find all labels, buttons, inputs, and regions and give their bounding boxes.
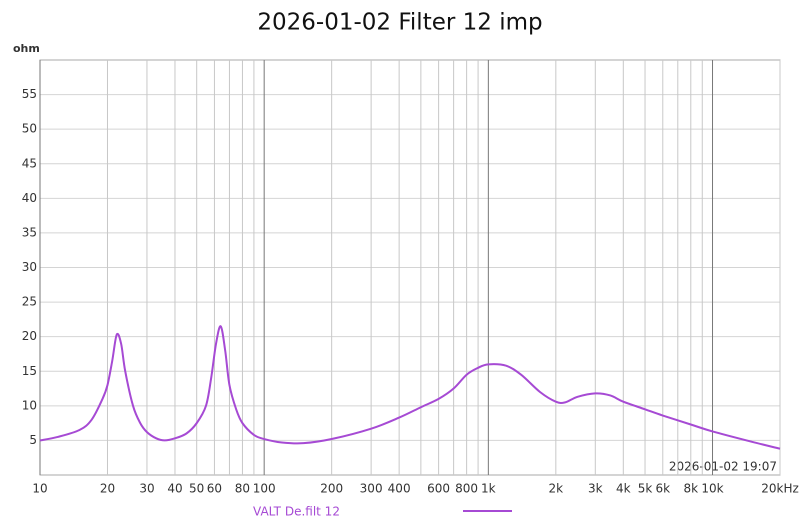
x-tick-label: 40 <box>167 482 182 496</box>
y-tick-label: 10 <box>22 398 37 412</box>
y-tick-label: 50 <box>22 122 37 136</box>
x-tick-label: 100 <box>253 482 276 496</box>
x-tick-label: 80 <box>235 482 250 496</box>
annotation: 2026-01-02 19:07 <box>669 460 777 474</box>
x-tick-label: 10 <box>32 482 47 496</box>
x-tick-label: 6k <box>655 482 670 496</box>
y-tick-label: 25 <box>22 295 37 309</box>
x-tick-label: 5k <box>638 482 653 496</box>
y-tick-label: 15 <box>22 364 37 378</box>
x-tick-label: 200 <box>320 482 343 496</box>
y-tick-label: 35 <box>22 225 37 239</box>
chart-title: 2026-01-02 Filter 12 imp <box>257 10 542 36</box>
x-tick-label: 300 <box>360 482 383 496</box>
data-line <box>39 325 781 450</box>
x-tick-label: 10k <box>701 482 723 496</box>
y-tick-label: 5 <box>29 433 37 447</box>
legend-label: VALT De.filt 12 <box>253 505 340 519</box>
x-tick-label: 600 <box>427 482 450 496</box>
x-tick-label: 60 <box>207 482 222 496</box>
y-tick-label: 30 <box>22 260 37 274</box>
y-tick-label: 45 <box>22 156 37 170</box>
y-tick-label: 20 <box>22 329 37 343</box>
x-tick-label: 4k <box>616 482 631 496</box>
x-tick-label: 20 <box>100 482 115 496</box>
x-tick-label: 50 <box>189 482 204 496</box>
y-tick-label: 40 <box>22 191 37 205</box>
x-tick-label: 20kHz <box>761 482 799 496</box>
x-tick-label: 1k <box>481 482 496 496</box>
x-tick-label: 3k <box>588 482 603 496</box>
y-axis-label: ohm <box>13 42 40 55</box>
x-tick-label: 8k <box>683 482 698 496</box>
x-tick-label: 2k <box>549 482 564 496</box>
x-tick-label: 400 <box>388 482 411 496</box>
x-tick-label: 30 <box>139 482 154 496</box>
y-tick-label: 55 <box>22 87 37 101</box>
x-tick-label: 800 <box>455 482 478 496</box>
